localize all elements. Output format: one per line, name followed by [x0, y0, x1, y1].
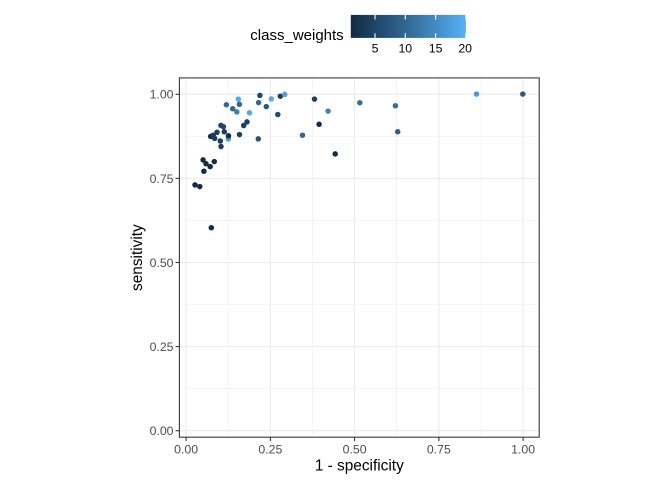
- svg-text:class_weights: class_weights: [250, 27, 343, 44]
- svg-text:0.00: 0.00: [174, 442, 198, 456]
- svg-text:0.50: 0.50: [343, 442, 367, 456]
- svg-text:20: 20: [458, 42, 472, 56]
- svg-text:1 - specificity: 1 - specificity: [315, 457, 404, 474]
- svg-text:0.75: 0.75: [150, 172, 174, 186]
- svg-text:0.00: 0.00: [150, 424, 174, 438]
- svg-text:0.25: 0.25: [258, 442, 282, 456]
- svg-text:10: 10: [398, 42, 412, 56]
- svg-text:0.25: 0.25: [150, 340, 174, 354]
- svg-text:15: 15: [429, 42, 443, 56]
- svg-text:1.00: 1.00: [150, 88, 174, 102]
- svg-text:0.75: 0.75: [427, 442, 451, 456]
- svg-text:5: 5: [372, 42, 379, 56]
- svg-text:sensitivity: sensitivity: [129, 224, 146, 291]
- svg-text:0.50: 0.50: [150, 256, 174, 270]
- svg-text:1.00: 1.00: [511, 442, 535, 456]
